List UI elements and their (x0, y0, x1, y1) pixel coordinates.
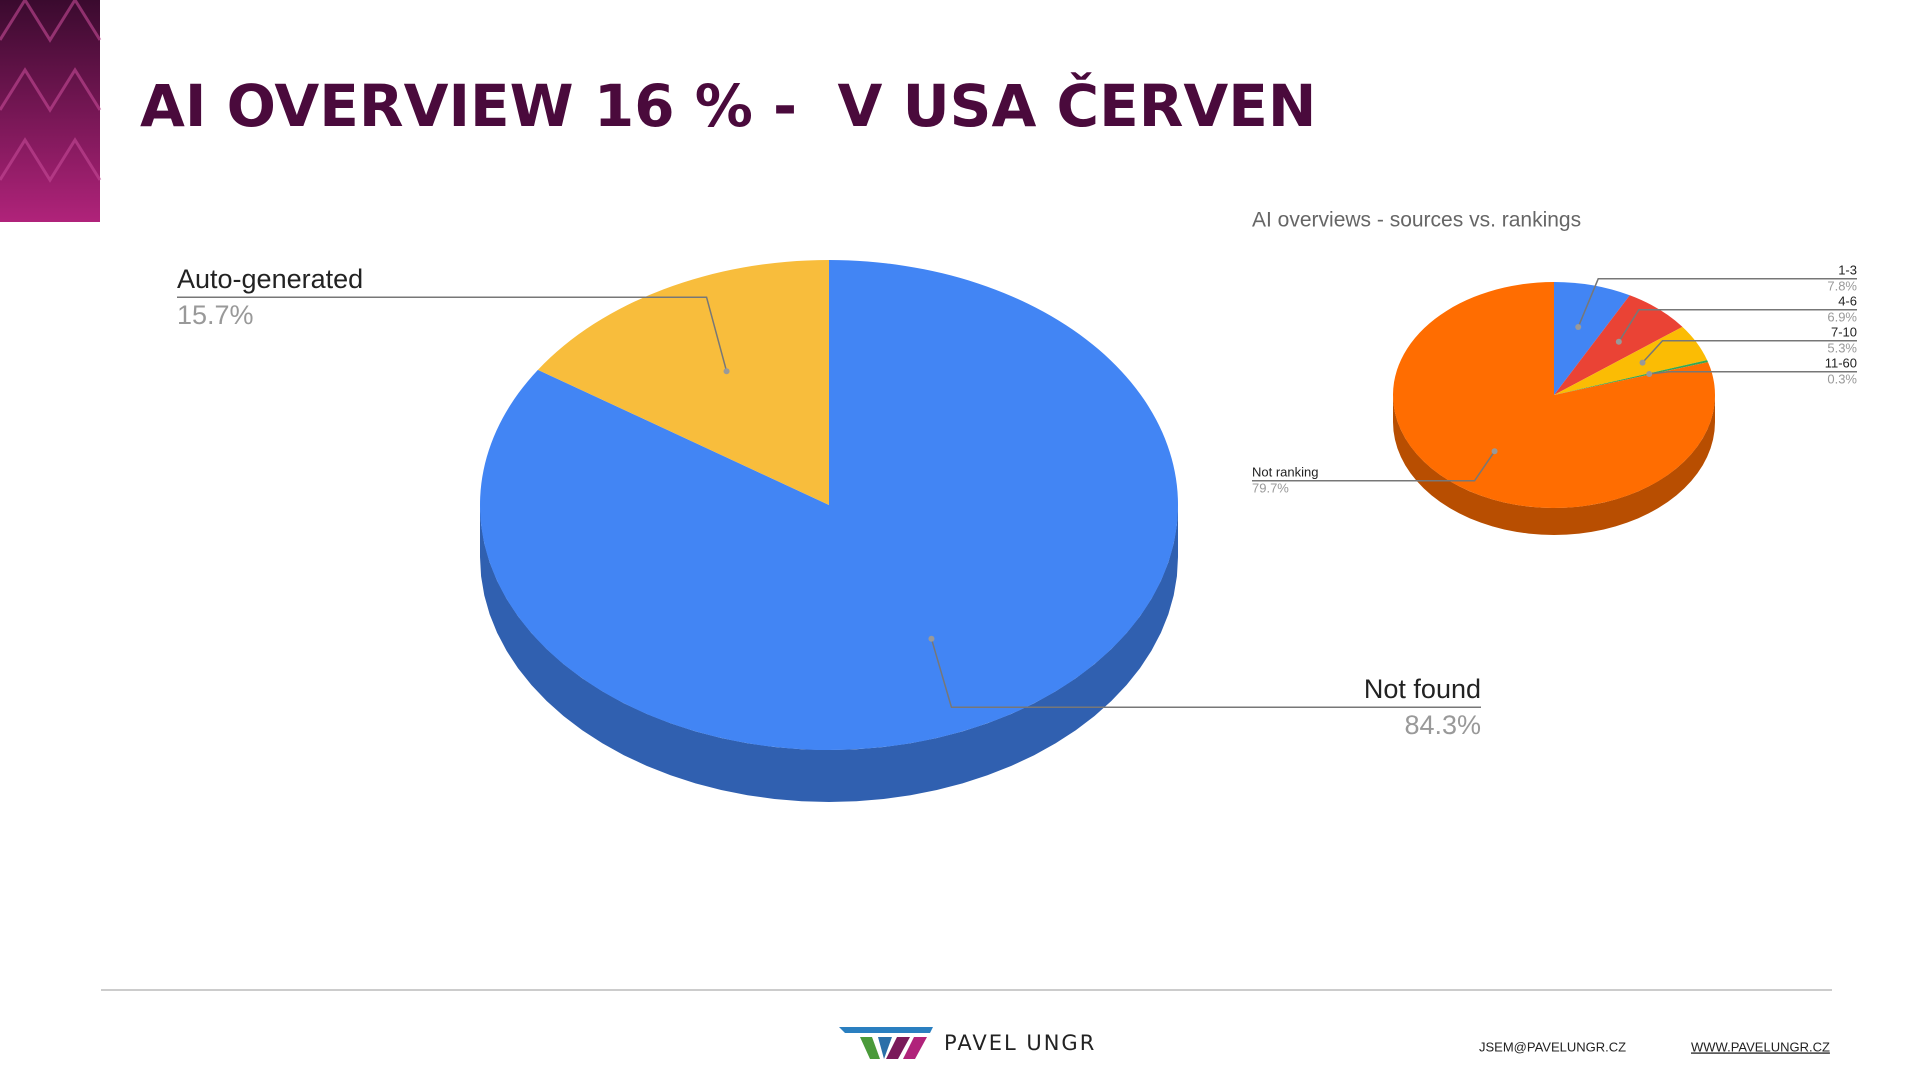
leader-line (1577, 278, 1857, 328)
leader-dot (1646, 370, 1653, 377)
slice (1393, 282, 1715, 508)
leader-line (1641, 340, 1857, 364)
slice (537, 260, 829, 505)
slice-value: 6.9% (1827, 309, 1857, 324)
slice-label: Auto-generated (177, 264, 363, 294)
slice (1554, 295, 1683, 395)
slice-value: 5.3% (1827, 340, 1857, 355)
slide-title: AI OVERVIEW 16 % - V USA ČERVEN (140, 71, 1316, 140)
slice-label: 7-10 (1831, 324, 1857, 339)
slice-value: 0.3% (1827, 371, 1857, 386)
leader-dot (1491, 448, 1498, 455)
footer-email: JSEM@PAVELUNGR.CZ (1479, 1039, 1626, 1054)
leader-dot (1639, 359, 1646, 366)
decoration-pattern (0, 0, 102, 183)
slice-value: 7.8% (1827, 278, 1857, 293)
leader-line (1618, 309, 1857, 343)
leader-line (177, 296, 728, 372)
slice (1554, 360, 1709, 395)
slice-value: 15.7% (177, 300, 254, 330)
slice-label: 4-6 (1838, 293, 1857, 308)
slice-label: 11-60 (1825, 355, 1857, 370)
slice-side (1393, 395, 1715, 535)
slice-value: 79.7% (1252, 480, 1289, 495)
slice (1554, 282, 1630, 395)
leader-dot (1575, 324, 1582, 331)
leader-dot (928, 635, 935, 642)
slice (1554, 326, 1708, 395)
slice-value: 84.3% (1404, 710, 1481, 740)
footer-website[interactable]: WWW.PAVELUNGR.CZ (1691, 1039, 1830, 1054)
leader-line (1252, 450, 1496, 482)
logo (839, 1027, 933, 1059)
chart-title: AI overviews - sources vs. rankings (1252, 209, 1581, 232)
leader-dot (723, 368, 730, 375)
slice-label: Not found (1364, 674, 1481, 704)
slice-label: Not ranking (1252, 464, 1318, 479)
slice-label: 1-3 (1838, 262, 1857, 277)
leader-line (1649, 371, 1857, 375)
leader-line (930, 638, 1481, 708)
brand-name: PAVEL UNGR (944, 1031, 1096, 1055)
leader-dot (1615, 338, 1622, 345)
slice-side (480, 505, 1178, 802)
